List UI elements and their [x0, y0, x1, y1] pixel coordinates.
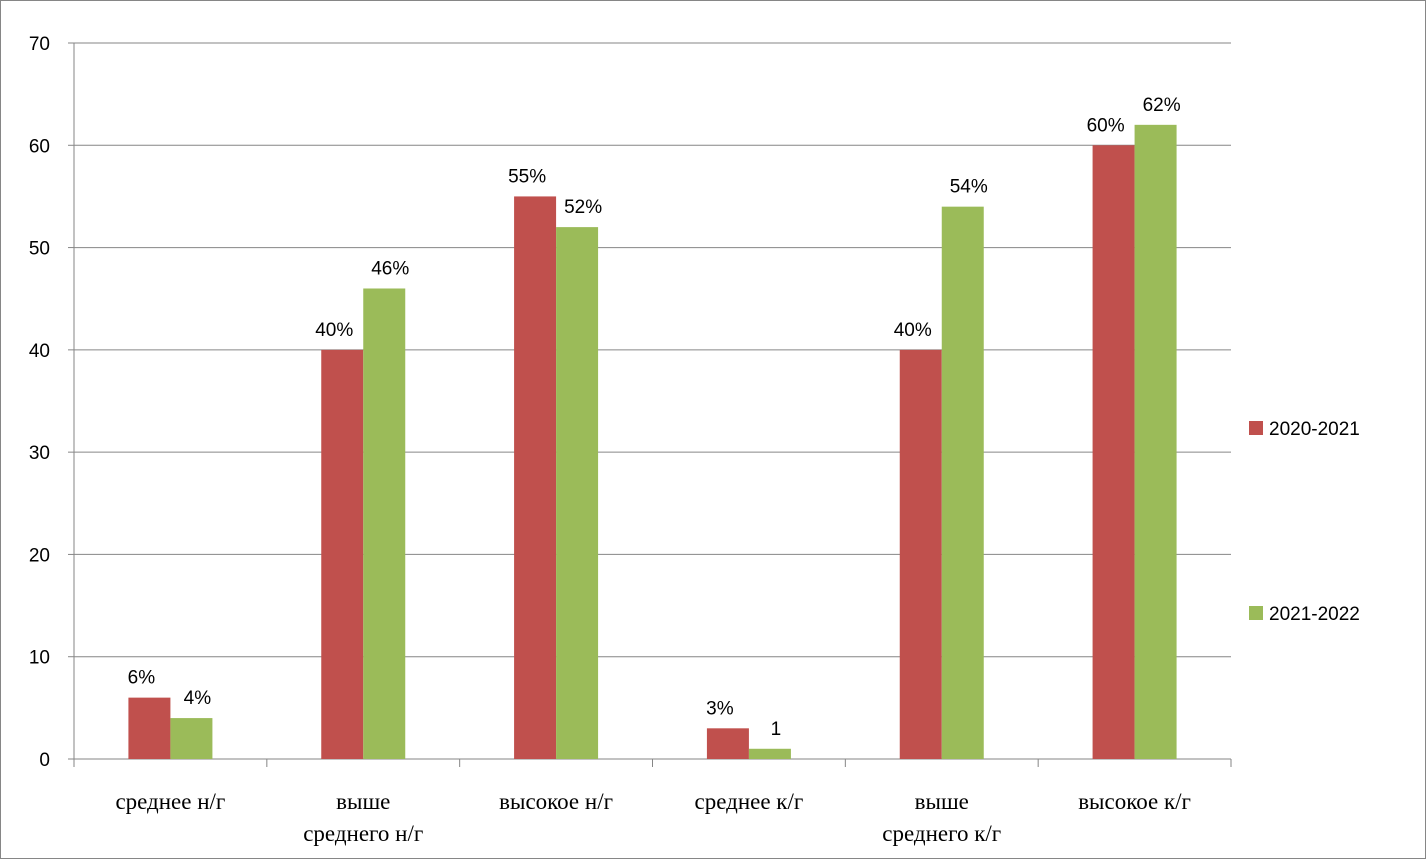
bar-2021-2022-5	[1134, 124, 1177, 760]
bar-2021-2022-0	[170, 718, 213, 759]
y-tick-label: 10	[29, 648, 50, 669]
legend-swatch	[1249, 421, 1263, 435]
data-label: 54%	[950, 177, 988, 198]
y-tick-label: 70	[29, 34, 50, 55]
y-tick-label: 60	[29, 136, 50, 157]
data-label: 60%	[1087, 115, 1125, 136]
legend-label: 2020-2021	[1269, 419, 1360, 440]
data-label: 1	[771, 719, 782, 740]
y-tick-label: 40	[29, 341, 50, 362]
bar-2020-2021-5	[1092, 145, 1135, 760]
bar-2020-2021-0	[128, 697, 171, 759]
y-tick-label: 30	[29, 443, 50, 464]
data-label: 40%	[894, 320, 932, 341]
x-category-label: среднего к/г	[882, 821, 1001, 846]
data-label: 3%	[706, 698, 734, 719]
bar-2021-2022-1	[363, 288, 406, 759]
x-category-label: среднее н/г	[115, 789, 225, 814]
bar-2020-2021-4	[899, 349, 942, 759]
bar-2021-2022-4	[941, 206, 984, 759]
bar-2020-2021-2	[514, 196, 557, 759]
x-category-label: выше	[336, 789, 390, 814]
x-category-label: среднего н/г	[303, 821, 423, 846]
x-category-label: высокое к/г	[1078, 789, 1191, 814]
x-category-label: среднее к/г	[695, 789, 804, 814]
data-label: 52%	[564, 197, 602, 218]
x-category-label: высокое н/г	[499, 789, 613, 814]
data-label: 46%	[371, 258, 409, 279]
data-label: 40%	[315, 320, 353, 341]
y-tick-label: 0	[39, 750, 50, 771]
data-label: 4%	[184, 688, 212, 709]
data-label: 62%	[1143, 95, 1181, 116]
bar-2020-2021-1	[321, 349, 364, 759]
data-label: 6%	[128, 668, 156, 689]
legend-label: 2021-2022	[1269, 604, 1360, 625]
bar-2021-2022-3	[748, 748, 791, 759]
bar-2021-2022-2	[556, 227, 599, 760]
y-tick-label: 50	[29, 239, 50, 260]
data-label: 55%	[508, 166, 546, 187]
bar-2020-2021-3	[706, 728, 749, 759]
legend-swatch	[1249, 606, 1263, 620]
x-category-label: выше	[915, 789, 969, 814]
y-tick-label: 20	[29, 545, 50, 566]
